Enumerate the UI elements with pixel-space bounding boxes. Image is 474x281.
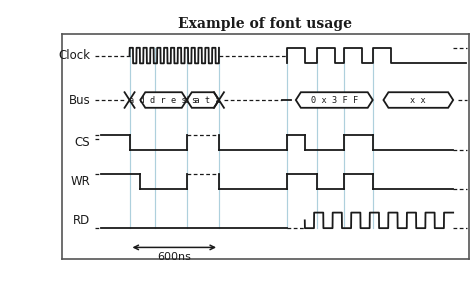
Text: 600ns: 600ns bbox=[157, 252, 191, 262]
Polygon shape bbox=[383, 92, 453, 108]
Polygon shape bbox=[187, 92, 219, 108]
Text: x x: x x bbox=[410, 96, 426, 105]
Text: CS: CS bbox=[74, 136, 90, 149]
Text: Bus: Bus bbox=[68, 94, 90, 106]
Text: WR: WR bbox=[71, 175, 90, 188]
Polygon shape bbox=[296, 92, 373, 108]
Text: RD: RD bbox=[73, 214, 90, 227]
Polygon shape bbox=[140, 92, 187, 108]
Text: 0 x 3 F F: 0 x 3 F F bbox=[310, 96, 358, 105]
Text: a d d r e s s: a d d r e s s bbox=[129, 96, 198, 105]
Title: Example of font usage: Example of font usage bbox=[178, 17, 353, 31]
Text: Clock: Clock bbox=[58, 49, 90, 62]
Text: d a t a: d a t a bbox=[184, 96, 221, 105]
